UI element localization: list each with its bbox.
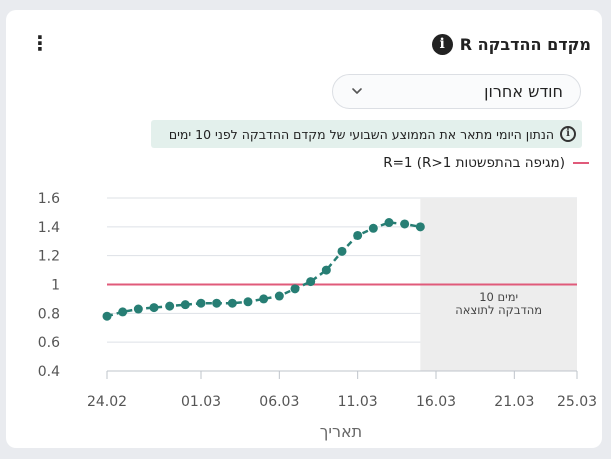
data-point[interactable] <box>400 219 410 229</box>
data-point[interactable] <box>149 303 159 313</box>
x-tick-label: 06.03 <box>259 394 299 410</box>
period-dropdown-value: חודש אחרון <box>484 82 563 101</box>
data-point[interactable] <box>368 223 378 233</box>
x-tick-label: 11.03 <box>338 394 378 410</box>
data-point[interactable] <box>337 246 347 256</box>
data-point[interactable] <box>415 222 425 232</box>
data-point[interactable] <box>180 300 190 310</box>
legend-line-swatch <box>573 162 589 164</box>
data-point[interactable] <box>165 301 175 311</box>
y-axis: 0.4 0.6 0.8 1 1.2 1.4 1.6 <box>38 191 60 380</box>
data-point[interactable] <box>133 304 143 314</box>
x-tick-label: 01.03 <box>181 394 221 410</box>
shaded-region-label-2: מהדבקה לתוצאה <box>455 303 542 317</box>
x-tick-label: 16.03 <box>416 394 456 410</box>
x-tick-label: 21.03 <box>494 394 534 410</box>
y-tick-label: 0.4 <box>38 364 60 380</box>
info-note: i הנתון היומי מתאר את הממוצע השבועי של מ… <box>151 120 582 148</box>
data-point[interactable] <box>227 298 237 308</box>
data-point[interactable] <box>306 277 316 287</box>
data-point[interactable] <box>290 284 300 294</box>
data-point[interactable] <box>102 311 112 321</box>
period-dropdown[interactable]: חודש אחרון <box>332 74 581 109</box>
y-tick-label: 1 <box>51 278 60 294</box>
data-point[interactable] <box>259 294 269 304</box>
data-point[interactable] <box>243 297 253 307</box>
info-icon[interactable]: i <box>431 33 453 55</box>
data-point[interactable] <box>196 298 206 308</box>
chart-legend: R=1 (R>1 מגיפה בהתפשטות) <box>383 154 589 172</box>
data-point[interactable] <box>321 265 331 275</box>
card-header: מקדם ההדבקה R i <box>431 32 591 56</box>
series-line <box>106 221 421 318</box>
y-tick-label: 1.4 <box>38 220 60 236</box>
y-tick-label: 0.8 <box>38 306 60 322</box>
shaded-region-label-1: 10 ימים <box>479 290 518 304</box>
y-tick-label: 0.6 <box>38 335 60 351</box>
x-tick-label: 25.03 <box>557 394 597 410</box>
chevron-down-icon <box>352 88 362 94</box>
x-tick-label: 24.02 <box>87 394 127 410</box>
x-axis-label: תאריך <box>320 422 362 441</box>
legend-label: R=1 (R>1 מגיפה בהתפשטות) <box>383 155 565 171</box>
info-outline-icon: i <box>560 126 576 142</box>
info-note-text: הנתון היומי מתאר את הממוצע השבועי של מקד… <box>168 126 554 142</box>
series-r <box>102 218 425 321</box>
data-point[interactable] <box>118 307 128 317</box>
data-point[interactable] <box>212 298 222 308</box>
data-point[interactable] <box>353 230 363 240</box>
kebab-menu-icon[interactable]: ⋮ <box>30 31 50 55</box>
y-tick-label: 1.2 <box>38 249 60 265</box>
y-tick-label: 1.6 <box>38 191 60 207</box>
data-point[interactable] <box>274 291 284 301</box>
x-axis: 24.02 01.03 06.03 11.03 16.03 21.03 25.03 <box>87 370 597 410</box>
data-point[interactable] <box>384 218 394 228</box>
card-title: מקדם ההדבקה R <box>459 34 591 54</box>
